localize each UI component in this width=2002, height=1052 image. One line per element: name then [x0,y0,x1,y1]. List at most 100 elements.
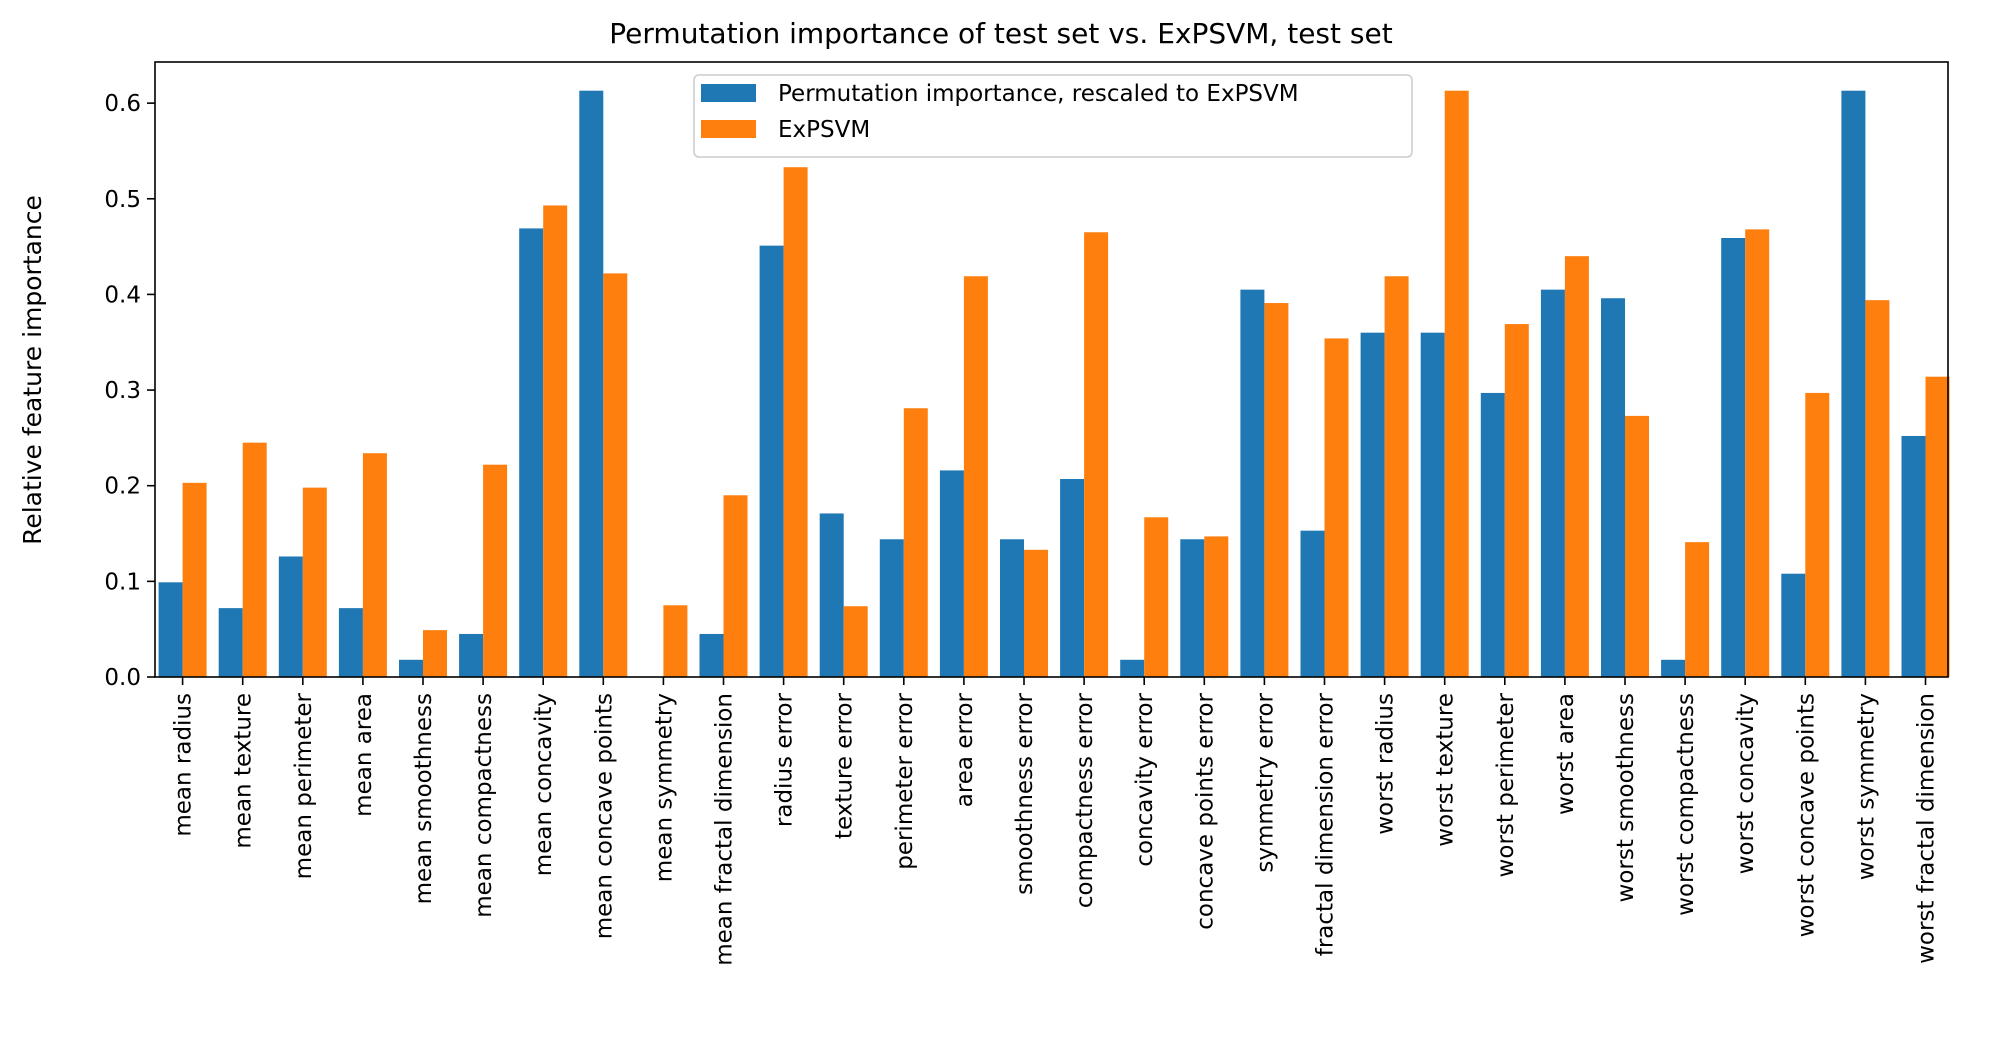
bar-expsvm-15 [1084,232,1109,677]
x-tick-label-16: concavity error [1132,692,1158,866]
bar-expsvm-12 [903,408,928,677]
bar-expsvm-25 [1685,542,1710,677]
bar-permutation-15 [1060,479,1085,677]
x-tick-label-9: mean fractal dimension [712,693,738,966]
y-axis: 0.0 0.1 0.2 0.3 0.4 0.5 0.6 [104,91,155,691]
bar-permutation-26 [1721,237,1746,678]
bar-expsvm-22 [1504,324,1529,677]
bar-expsvm-6 [543,205,568,677]
chart-title: Permutation importance of test set vs. E… [609,17,1392,50]
x-tick-label-6: mean concavity [531,693,557,876]
x-tick-label-10: radius error [772,692,798,827]
bar-expsvm-1 [242,442,267,677]
legend-swatch-1 [701,120,756,138]
bar-expsvm-19 [1324,338,1349,677]
bar-expsvm-13 [963,276,988,677]
legend-frame [693,74,1413,158]
x-tick-label-22: worst perimeter [1493,692,1519,877]
y-tick-label-1: 0.1 [104,569,141,595]
bar-permutation-17 [1180,539,1205,677]
y-tick-label-5: 0.5 [104,187,141,213]
plot-frame [154,61,1949,678]
x-tick-label-27: worst concave points [1793,693,1819,937]
y-tick-label-2: 0.2 [104,474,141,500]
bar-expsvm-16 [1144,517,1169,677]
bar-permutation-10 [759,245,784,677]
x-tick-label-17: concave points error [1192,692,1218,929]
bar-permutation-6 [519,228,544,677]
bar-expsvm-28 [1865,300,1890,677]
bar-expsvm-24 [1625,415,1649,677]
bar-permutation-5 [459,633,484,677]
x-tick-label-3: mean area [351,693,377,817]
bar-permutation-16 [1120,659,1145,677]
x-tick-label-21: worst texture [1433,693,1459,847]
x-tick-label-28: worst symmetry [1853,693,1879,880]
bar-permutation-22 [1480,392,1505,677]
bar-permutation-28 [1841,90,1866,678]
x-tick-label-14: smoothness error [1012,692,1038,894]
x-tick-label-20: worst radius [1373,693,1399,835]
x-tick-label-11: texture error [832,692,858,839]
x-tick-label-1: mean texture [231,693,257,849]
x-tick-label-26: worst concavity [1733,693,1759,874]
bar-expsvm-14 [1024,549,1048,677]
x-tick-label-2: mean perimeter [291,692,317,879]
x-tick-label-0: mean radius [171,693,197,837]
legend-label-1: ExPSVM [778,117,870,143]
bar-permutation-19 [1300,530,1325,677]
bar-permutation-11 [819,513,844,677]
legend-swatch-0 [701,84,756,102]
bar-permutation-2 [278,556,303,677]
bar-permutation-14 [1000,539,1024,677]
bar-expsvm-27 [1805,392,1830,677]
bar-expsvm-23 [1564,256,1589,677]
bar-permutation-0 [158,582,183,677]
bar-permutation-13 [939,470,964,677]
bar-permutation-20 [1360,332,1385,677]
y-axis-label: Relative feature importance [18,195,47,545]
bar-expsvm-11 [843,606,868,677]
bar-permutation-25 [1661,659,1686,677]
bar-permutation-18 [1240,289,1265,677]
legend: Permutation importance, rescaled to ExPS… [693,74,1413,158]
bar-expsvm-8 [663,605,688,677]
legend-label-0: Permutation importance, rescaled to ExPS… [778,81,1299,107]
bar-expsvm-4 [423,630,447,677]
bar-expsvm-7 [603,273,628,677]
bar-permutation-3 [338,608,363,677]
x-tick-label-25: worst compactness [1673,693,1699,916]
y-tick-label-6: 0.6 [104,91,141,117]
bar-permutation-21 [1420,332,1445,677]
bar-expsvm-18 [1264,303,1289,677]
bar-expsvm-17 [1204,536,1229,677]
bar-permutation-7 [579,90,604,678]
bar-expsvm-9 [723,495,748,677]
bar-expsvm-3 [362,453,387,677]
x-tick-label-7: mean concave points [591,693,617,939]
x-tick-label-8: mean symmetry [651,693,677,882]
x-tick-label-5: mean compactness [471,693,497,918]
bar-expsvm-2 [302,487,327,677]
bar-permutation-9 [699,633,724,677]
y-tick-label-4: 0.4 [104,282,141,308]
x-tick-label-18: symmetry error [1252,692,1278,872]
bar-expsvm-5 [483,464,508,677]
bar-expsvm-10 [783,167,808,677]
y-tick-label-0: 0.0 [104,665,141,691]
x-tick-label-24: worst smoothness [1613,693,1639,902]
bar-permutation-12 [879,539,904,677]
bar-expsvm-21 [1444,90,1469,678]
x-tick-label-29: worst fractal dimension [1914,693,1940,964]
bar-expsvm-26 [1745,229,1770,678]
bar-expsvm-20 [1384,276,1409,677]
x-tick-label-19: fractal dimension error [1313,692,1339,956]
bar-permutation-27 [1781,573,1806,677]
x-tick-label-4: mean smoothness [411,693,437,904]
bar-permutation-4 [399,659,423,677]
bar-permutation-29 [1901,435,1926,677]
x-axis: mean radius mean texture mean perimeter mea… [171,677,1940,966]
bar-permutation-23 [1540,289,1565,677]
